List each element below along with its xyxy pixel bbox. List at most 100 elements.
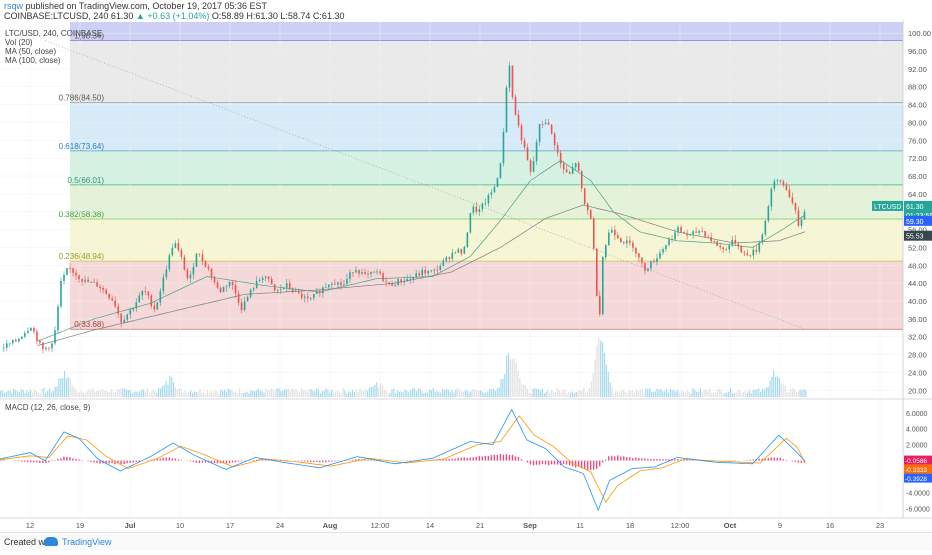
volume-bar xyxy=(295,389,296,397)
volume-bar xyxy=(2,390,3,397)
volume-bar xyxy=(739,390,740,397)
candle-body xyxy=(554,134,556,145)
macd-histogram-bar xyxy=(554,461,555,465)
macd-histogram-bar xyxy=(590,461,591,470)
candle-body xyxy=(551,125,553,134)
candle-body xyxy=(608,233,610,246)
volume-bar xyxy=(515,362,516,397)
volume-bar xyxy=(625,392,626,397)
candle-body xyxy=(75,273,77,276)
volume-bar xyxy=(764,390,765,397)
volume-bar xyxy=(109,392,110,397)
volume-bar xyxy=(728,392,729,397)
volume-bar xyxy=(388,393,389,397)
volume-bar xyxy=(576,392,577,397)
volume-bar xyxy=(519,378,520,397)
volume-bar xyxy=(252,391,253,397)
volume-bar xyxy=(700,388,701,397)
time-tick-label: Oct xyxy=(724,521,737,530)
macd-histogram-bar xyxy=(298,461,299,462)
volume-bar xyxy=(673,390,674,397)
time-tick-label: 16 xyxy=(826,521,834,530)
candle-body xyxy=(385,281,387,282)
volume-bar xyxy=(277,388,278,397)
volume-bar xyxy=(736,392,737,397)
volume-bar xyxy=(675,392,676,397)
volume-bar xyxy=(83,393,84,397)
time-tick-label: 18 xyxy=(626,521,634,530)
candle-body xyxy=(229,282,231,286)
macd-histogram-bar xyxy=(659,459,660,461)
volume-bar xyxy=(77,393,78,397)
candle-body xyxy=(331,284,333,285)
volume-bar xyxy=(43,388,44,397)
volume-bar xyxy=(164,386,165,397)
volume-bar xyxy=(726,392,727,397)
candle-body xyxy=(566,170,568,173)
candle-body xyxy=(533,161,535,172)
macd-histogram-bar xyxy=(500,454,501,461)
candle-body xyxy=(361,272,363,274)
candle-body xyxy=(202,255,204,262)
macd-histogram-bar xyxy=(605,460,606,461)
volume-bar xyxy=(786,392,787,397)
macd-histogram-bar xyxy=(63,457,64,461)
volume-bar xyxy=(256,390,257,397)
macd-histogram-bar xyxy=(370,460,371,461)
candle-body xyxy=(473,207,475,213)
macd-histogram-bar xyxy=(193,461,194,462)
candle-body xyxy=(205,261,207,266)
candle-body xyxy=(695,231,697,232)
indicator-ma50[interactable]: MA (50, close) xyxy=(5,47,56,56)
macd-histogram-bar xyxy=(488,456,489,461)
volume-bar xyxy=(596,346,597,397)
macd-histogram-bar xyxy=(325,461,326,463)
volume-bar xyxy=(310,389,311,397)
fib-zone-top xyxy=(70,22,903,41)
volume-bar xyxy=(320,393,321,397)
time-tick-label: 17 xyxy=(226,521,234,530)
macd-histogram-bar xyxy=(689,460,690,461)
author-link[interactable]: rsqw xyxy=(4,1,23,11)
volume-bar xyxy=(246,392,247,397)
macd-histogram-bar xyxy=(42,461,43,464)
candle-body xyxy=(740,247,742,253)
volume-bar xyxy=(8,391,9,397)
volume-bar xyxy=(41,388,42,397)
volume-bar xyxy=(801,390,802,397)
tradingview-brand-link[interactable]: TradingView xyxy=(62,537,112,547)
volume-bar xyxy=(408,392,409,397)
candle-body xyxy=(310,298,312,299)
price-tick-label: 44.00 xyxy=(908,279,927,288)
indicator-symbol[interactable]: LTC/USD, 240, COINBASE xyxy=(5,29,102,38)
price-tick-label: 100.00 xyxy=(908,29,931,38)
macd-histogram-bar xyxy=(512,455,513,461)
fib-level-label: 0.236(48.94) xyxy=(59,252,105,261)
macd-histogram-bar xyxy=(316,461,317,462)
candle-body xyxy=(66,268,68,275)
volume-bar xyxy=(743,392,744,397)
indicator-ma100[interactable]: MA (100, close) xyxy=(5,56,61,65)
macd-histogram-bar xyxy=(783,459,784,460)
candle-body xyxy=(455,253,457,254)
volume-bar xyxy=(11,393,12,397)
candle-body xyxy=(12,340,14,343)
volume-bar xyxy=(508,353,509,397)
volume-bar xyxy=(62,378,63,397)
volume-bar xyxy=(412,389,413,397)
macd-histogram-bar xyxy=(798,461,799,463)
volume-bar xyxy=(634,393,635,397)
volume-bar xyxy=(316,389,317,397)
macd-histogram-bar xyxy=(774,457,775,460)
volume-bar xyxy=(626,393,627,397)
volume-bar xyxy=(213,393,214,397)
candle-body xyxy=(24,333,26,337)
volume-bar xyxy=(314,391,315,397)
macd-histogram-bar xyxy=(731,461,732,462)
volume-bar xyxy=(709,389,710,397)
indicator-volume[interactable]: Vol (20) xyxy=(5,38,33,47)
candle-body xyxy=(169,255,171,269)
volume-bar xyxy=(470,391,471,397)
candle-body xyxy=(497,178,499,187)
